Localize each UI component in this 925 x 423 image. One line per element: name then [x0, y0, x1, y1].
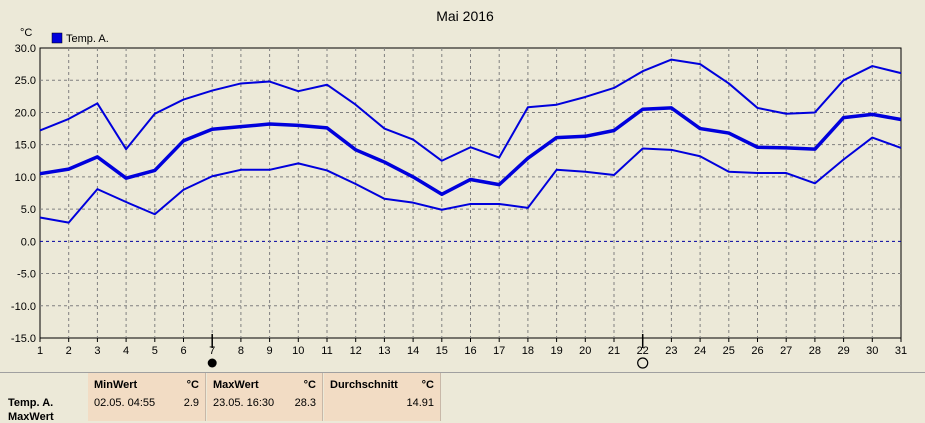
- x-tick-label: 2: [66, 345, 72, 357]
- filled-circle-marker: [207, 358, 217, 368]
- max-header: MaxWert: [213, 379, 259, 391]
- y-tick-label: 0.0: [21, 236, 36, 248]
- series-line-avg: [39, 106, 902, 197]
- x-tick-label: 21: [608, 345, 620, 357]
- average-unit: °C: [421, 379, 434, 391]
- y-axis-unit: °C: [20, 27, 32, 39]
- min-header: MinWert: [94, 379, 138, 391]
- y-tick-label: 25.0: [15, 75, 36, 87]
- series-line-min: [39, 136, 902, 224]
- y-tick-label: 5.0: [21, 204, 36, 216]
- average-cell: Durchschnitt °C 14.91: [324, 373, 441, 421]
- x-tick-label: 31: [895, 345, 907, 357]
- max-time: 23.05. 16:30: [213, 397, 275, 409]
- x-tick-label: 1: [37, 345, 43, 357]
- x-tick-label: 15: [436, 345, 448, 357]
- open-circle-marker: [637, 357, 649, 369]
- x-tick-label: 18: [522, 345, 534, 357]
- min-value-cell: MinWert °C 02.05. 04:55 2.9: [88, 373, 206, 421]
- x-tick-label: 13: [378, 345, 390, 357]
- x-tick-label: 12: [350, 345, 362, 357]
- max-unit: °C: [303, 379, 316, 391]
- y-tick-label: 15.0: [15, 140, 36, 152]
- x-tick-label: 22: [637, 345, 649, 357]
- y-tick-label: 30.0: [15, 43, 36, 55]
- x-tick-label: 30: [866, 345, 878, 357]
- x-tick-label: 25: [723, 345, 735, 357]
- average-header: Durchschnitt: [330, 379, 398, 391]
- y-tick-label: -10.0: [11, 301, 36, 313]
- series-line-max: [39, 58, 902, 162]
- x-tick-label: 9: [267, 345, 273, 357]
- max-value: 28.3: [294, 397, 316, 409]
- y-tick-label: 20.0: [15, 107, 36, 119]
- statistics-footer: Temp. A. MaxWert MinWert °C 02.05. 04:55…: [0, 372, 925, 423]
- x-tick-label: 4: [123, 345, 129, 357]
- x-tick-label: 28: [809, 345, 821, 357]
- x-tick-label: 17: [493, 345, 505, 357]
- x-tick-label: 3: [94, 345, 100, 357]
- x-tick-label: 20: [579, 345, 591, 357]
- x-tick-label: 6: [180, 345, 186, 357]
- x-tick-label: 29: [837, 345, 849, 357]
- footer-row-label: Temp. A.: [8, 397, 54, 409]
- min-time: 02.05. 04:55: [94, 397, 156, 409]
- average-value: 14.91: [406, 397, 434, 409]
- y-tick-label: -5.0: [17, 269, 36, 281]
- x-tick-label: 11: [321, 345, 332, 357]
- x-tick-label: 24: [694, 345, 706, 357]
- x-tick-label: 26: [751, 345, 763, 357]
- x-tick-label: 27: [780, 345, 792, 357]
- x-tick-label: 5: [152, 345, 158, 357]
- max-value-cell: MaxWert °C 23.05. 16:30 28.3: [207, 373, 323, 421]
- x-tick-label: 16: [464, 345, 476, 357]
- x-tick-label: 23: [665, 345, 677, 357]
- footer-row-label-2: MaxWert: [8, 411, 54, 423]
- y-tick-label: 10.0: [15, 172, 36, 184]
- x-tick-label: 8: [238, 345, 244, 357]
- x-tick-label: 10: [292, 345, 304, 357]
- legend-swatch: [51, 32, 63, 44]
- chart: Mai 2016 °C Temp. A. 30.025.020.015.010.…: [11, 8, 907, 369]
- x-tick-label: 19: [550, 345, 562, 357]
- y-tick-label: -15.0: [11, 333, 36, 345]
- legend-label: Temp. A.: [66, 33, 109, 45]
- chart-title: Mai 2016: [436, 8, 494, 24]
- min-unit: °C: [186, 379, 199, 391]
- x-tick-label: 7: [209, 345, 215, 357]
- min-value: 2.9: [183, 397, 199, 409]
- x-tick-label: 14: [407, 345, 419, 357]
